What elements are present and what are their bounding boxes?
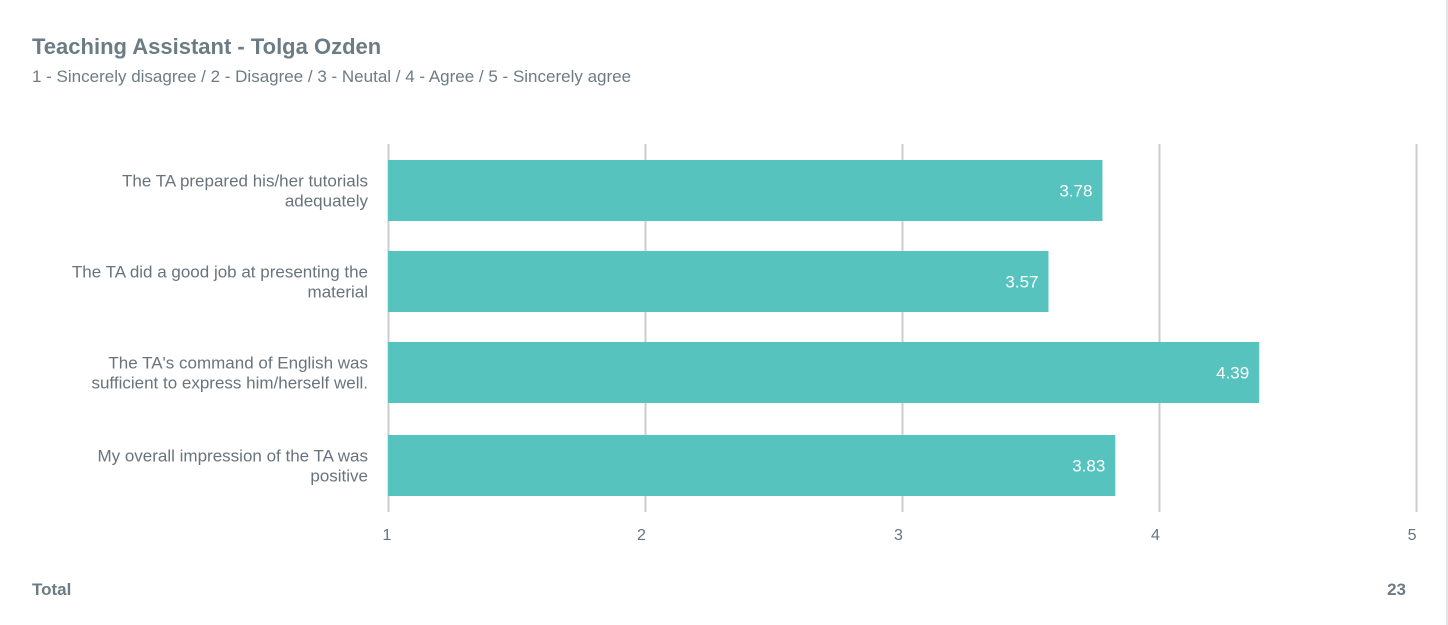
x-tick-label-1: 1 — [383, 527, 392, 544]
total-label: Total — [32, 580, 72, 599]
x-tick-label-2: 2 — [637, 527, 646, 544]
category-label-2-line-2: material — [308, 283, 368, 302]
bar-4 — [388, 435, 1116, 496]
bar-value-label-1: 3.78 — [1059, 182, 1092, 201]
bar-2 — [388, 251, 1049, 312]
panel-border — [1446, 0, 1448, 625]
bar-3 — [388, 342, 1260, 403]
total-value: 23 — [1387, 580, 1406, 599]
category-label-3-line-2: sufficient to express him/herself well. — [91, 374, 368, 393]
x-tick-label-5: 5 — [1408, 527, 1417, 544]
category-label-1-line-2: adequately — [285, 192, 369, 211]
bar-value-label-2: 3.57 — [1005, 273, 1038, 292]
category-label-4-line-1: My overall impression of the TA was — [97, 447, 368, 466]
category-label-3-line-1: The TA's command of English was — [108, 354, 368, 373]
category-label-2-line-1: The TA did a good job at presenting the — [72, 263, 368, 282]
category-label-1-line-1: The TA prepared his/her tutorials — [122, 172, 368, 191]
bar-value-label-3: 4.39 — [1216, 364, 1249, 383]
x-tick-label-3: 3 — [894, 527, 903, 544]
x-tick-label-4: 4 — [1151, 527, 1160, 544]
chart-title: Teaching Assistant - Tolga Ozden — [32, 34, 382, 59]
bar-value-label-4: 3.83 — [1072, 457, 1105, 476]
category-label-4-line-2: positive — [310, 467, 368, 486]
bar-1 — [388, 160, 1103, 221]
chart-subtitle: 1 - Sincerely disagree / 2 - Disagree / … — [32, 67, 632, 86]
